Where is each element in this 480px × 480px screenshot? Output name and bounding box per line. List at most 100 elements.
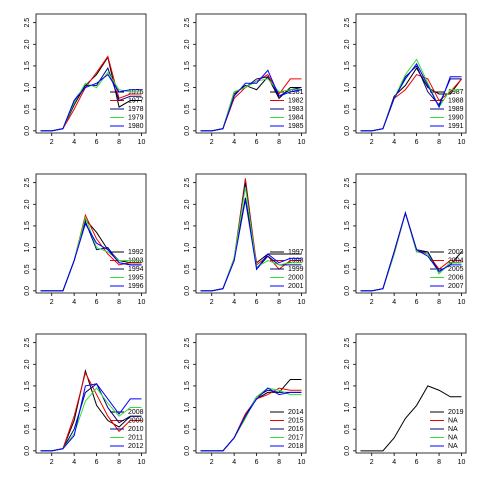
series-line	[360, 65, 462, 132]
plot-box	[355, 13, 467, 134]
x-tick-label: 6	[415, 299, 419, 306]
legend-label: 1998	[288, 257, 304, 264]
legend-label: 1999	[288, 266, 304, 273]
y-tick-label: 0.5	[24, 104, 31, 114]
series-line	[200, 199, 302, 292]
series-line	[360, 385, 462, 452]
plot-box	[195, 13, 307, 134]
plot-box	[35, 333, 147, 454]
y-tick-label: 1.5	[344, 61, 351, 71]
x-tick-label: 4	[232, 299, 236, 306]
legend-label: 2000	[288, 274, 304, 281]
legend-label: 2015	[288, 417, 304, 424]
series-line	[40, 213, 142, 292]
x-tick-label: 2	[50, 459, 54, 466]
legend-label: 1983	[288, 106, 304, 113]
legend-label: 2004	[448, 257, 464, 264]
series-line	[40, 222, 142, 292]
legend-label: 2018	[288, 443, 304, 450]
y-tick-label: 1.0	[184, 243, 191, 253]
y-tick-label: 2.5	[24, 178, 31, 188]
x-tick-label: 2	[370, 139, 374, 146]
series-line	[360, 211, 462, 292]
x-tick-label: 4	[392, 139, 396, 146]
y-tick-label: 2.5	[344, 178, 351, 188]
x-tick-label: 10	[138, 139, 146, 146]
y-tick-label: 0.5	[184, 264, 191, 274]
x-tick-label: 4	[392, 459, 396, 466]
series-line	[360, 211, 462, 292]
legend-label: 2008	[128, 409, 144, 416]
series-line	[40, 56, 142, 132]
y-tick-label: 2.5	[24, 338, 31, 348]
legend-label: 1979	[128, 114, 144, 121]
y-tick-label: 2.0	[184, 359, 191, 369]
y-tick-label: 1.5	[344, 381, 351, 391]
x-tick-label: 8	[117, 139, 121, 146]
x-tick-label: 6	[255, 299, 259, 306]
legend-label: 2009	[128, 417, 144, 424]
legend-label: 2006	[448, 274, 464, 281]
legend-label: 1997	[288, 249, 304, 256]
y-tick-label: 2.0	[24, 39, 31, 49]
series-line	[200, 387, 302, 452]
x-tick-label: 10	[298, 139, 306, 146]
legend-label: 1988	[448, 97, 464, 104]
legend-label: 2016	[288, 426, 304, 433]
x-tick-label: 2	[210, 139, 214, 146]
y-tick-label: 1.0	[24, 243, 31, 253]
y-tick-label: 1.0	[344, 83, 351, 93]
x-tick-label: 8	[277, 459, 281, 466]
y-tick-label: 0.5	[24, 424, 31, 434]
y-tick-label: 2.0	[184, 39, 191, 49]
series-line	[200, 378, 302, 452]
y-tick-label: 0.5	[344, 264, 351, 274]
legend-label: NA	[448, 417, 458, 424]
plot-box	[195, 333, 307, 454]
y-tick-label: 2.0	[184, 199, 191, 209]
y-tick-label: 0.0	[24, 446, 31, 456]
x-tick-label: 6	[415, 459, 419, 466]
legend-label: 1992	[128, 249, 144, 256]
y-tick-label: 0.0	[184, 446, 191, 456]
y-tick-label: 1.0	[24, 83, 31, 93]
legend-label: 1980	[128, 123, 144, 130]
legend-label: 2003	[448, 249, 464, 256]
x-tick-label: 4	[232, 459, 236, 466]
x-tick-label: 2	[50, 139, 54, 146]
plot-box	[35, 173, 147, 294]
x-tick-label: 2	[370, 459, 374, 466]
plot-box	[355, 173, 467, 294]
y-tick-label: 2.0	[344, 359, 351, 369]
legend-label: 2011	[128, 434, 143, 441]
y-tick-label: 2.5	[344, 338, 351, 348]
y-tick-label: 2.5	[344, 18, 351, 28]
y-tick-label: 1.5	[184, 221, 191, 231]
y-tick-label: 0.0	[344, 126, 351, 136]
y-tick-label: 0.0	[344, 446, 351, 456]
legend-label: 1991	[448, 123, 464, 130]
x-tick-label: 4	[72, 139, 76, 146]
series-line	[360, 211, 462, 292]
legend-label: 2010	[128, 426, 144, 433]
legend-label: 1994	[128, 266, 144, 273]
x-tick-label: 10	[458, 299, 466, 306]
x-tick-label: 8	[277, 299, 281, 306]
series-line	[200, 389, 302, 452]
series-line	[40, 55, 142, 132]
x-tick-label: 10	[458, 459, 466, 466]
series-line	[40, 66, 142, 132]
y-tick-label: 1.5	[184, 61, 191, 71]
series-line	[360, 211, 462, 292]
legend-label: 2007	[448, 283, 464, 290]
y-tick-label: 2.0	[344, 199, 351, 209]
y-tick-label: 0.0	[184, 286, 191, 296]
series-line	[360, 58, 462, 132]
x-tick-label: 6	[95, 139, 99, 146]
legend-label: 1987	[448, 89, 464, 96]
legend-label: 1981	[288, 89, 304, 96]
